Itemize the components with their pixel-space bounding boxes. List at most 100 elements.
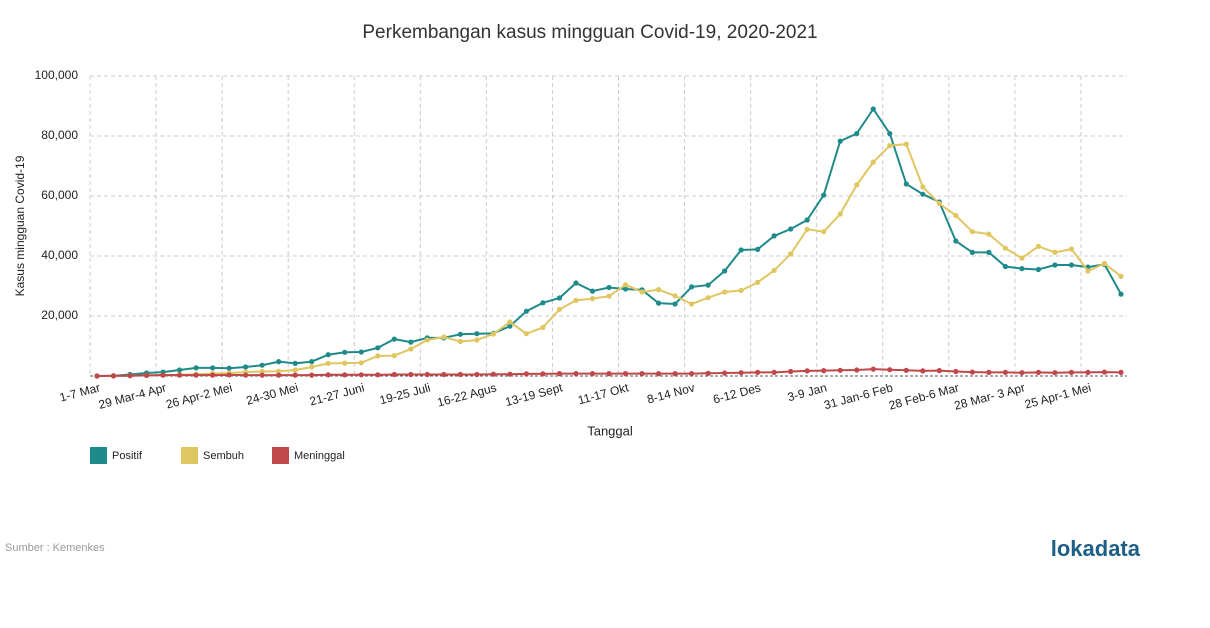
- source: Sumber : Kemenkes: [5, 542, 105, 554]
- point: [655, 300, 662, 306]
- point: [1035, 266, 1042, 273]
- point: [1118, 291, 1124, 297]
- point: [342, 360, 348, 366]
- point: [1085, 369, 1091, 375]
- point: [804, 217, 810, 223]
- point: [738, 287, 744, 294]
- point: [969, 229, 975, 235]
- point: [1118, 369, 1124, 375]
- point: [688, 301, 695, 307]
- point: [953, 212, 959, 219]
- point: [193, 372, 199, 378]
- point: [507, 319, 513, 325]
- point: [837, 211, 843, 217]
- point: [920, 191, 926, 197]
- point: [903, 181, 909, 187]
- point: [523, 371, 530, 377]
- point: [325, 372, 331, 378]
- point: [243, 364, 249, 370]
- point: [474, 337, 480, 343]
- point: [408, 346, 414, 352]
- series-line: [96, 107, 1122, 377]
- y-tick-label: 20,000: [41, 308, 78, 322]
- point: [804, 226, 810, 232]
- legend-swatch: [272, 447, 289, 464]
- x-tick-label: 21-27 Juni: [308, 380, 366, 408]
- point: [375, 345, 381, 351]
- point: [457, 338, 463, 345]
- point: [127, 373, 133, 379]
- point: [870, 366, 876, 372]
- point: [589, 371, 596, 377]
- point: [457, 331, 463, 337]
- point: [292, 360, 298, 366]
- point: [920, 368, 926, 374]
- point: [1085, 268, 1091, 274]
- point: [556, 295, 563, 301]
- point: [953, 368, 959, 375]
- x-tick-label: 11-17 Okt: [576, 380, 630, 407]
- logo: lokadata: [1051, 536, 1141, 561]
- point: [1019, 255, 1025, 261]
- point: [556, 306, 563, 312]
- point: [573, 371, 579, 377]
- point: [986, 231, 992, 237]
- point: [887, 143, 893, 149]
- point: [738, 247, 744, 253]
- point: [837, 138, 843, 144]
- point: [788, 251, 794, 257]
- point: [1019, 266, 1025, 272]
- point: [722, 370, 728, 376]
- point: [920, 184, 926, 190]
- point: [193, 365, 199, 371]
- point: [474, 331, 480, 337]
- point: [507, 371, 513, 377]
- point: [160, 372, 166, 378]
- x-tick-label: 26 Apr-2 Mei: [164, 380, 233, 411]
- point: [821, 368, 827, 374]
- point: [1068, 246, 1075, 252]
- point: [507, 323, 513, 329]
- point: [639, 289, 645, 295]
- point: [1019, 370, 1025, 376]
- point: [854, 367, 860, 373]
- point: [226, 365, 232, 371]
- point: [854, 131, 860, 137]
- point: [1002, 263, 1008, 270]
- y-axis-label: Kasus mingguan Covid-19: [13, 155, 27, 296]
- point: [441, 334, 447, 340]
- point: [408, 371, 414, 378]
- point: [672, 293, 678, 299]
- point: [309, 372, 315, 378]
- point: [755, 279, 761, 285]
- point: [1068, 262, 1075, 268]
- point: [474, 371, 480, 378]
- point: [870, 159, 876, 165]
- y-tick-label: 80,000: [41, 128, 78, 142]
- point: [969, 369, 975, 375]
- point: [1052, 249, 1058, 255]
- point: [936, 368, 942, 374]
- y-tick-label: 100,000: [35, 68, 79, 82]
- point: [688, 284, 695, 290]
- point: [1035, 243, 1042, 249]
- point: [1118, 273, 1124, 279]
- point: [1052, 262, 1058, 268]
- point: [523, 331, 530, 337]
- point: [606, 371, 612, 377]
- chart-title: Perkembangan kasus mingguan Covid-19, 20…: [362, 22, 817, 43]
- point: [887, 367, 893, 373]
- point: [391, 371, 397, 378]
- point: [309, 359, 315, 365]
- point: [325, 360, 331, 366]
- point: [936, 200, 942, 207]
- point: [342, 349, 348, 355]
- legend-label: Meninggal: [294, 450, 345, 462]
- point: [821, 192, 827, 198]
- point: [606, 284, 612, 291]
- point: [540, 300, 546, 306]
- point: [309, 364, 315, 370]
- legend-label: Positif: [112, 450, 143, 462]
- point: [358, 372, 364, 378]
- point: [391, 336, 397, 342]
